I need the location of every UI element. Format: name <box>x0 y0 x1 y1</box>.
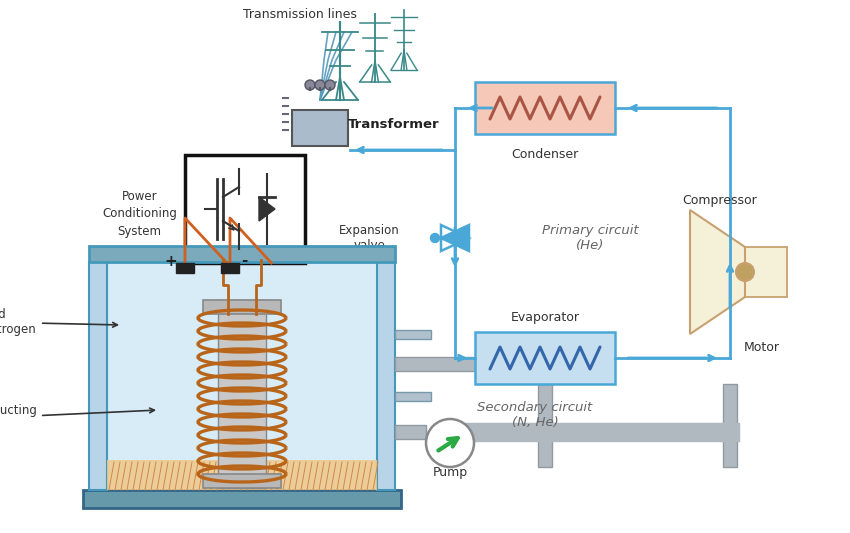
Text: Evaporator: Evaporator <box>511 311 580 325</box>
Polygon shape <box>259 197 275 221</box>
FancyBboxPatch shape <box>538 384 552 467</box>
Polygon shape <box>690 210 745 334</box>
FancyBboxPatch shape <box>221 263 239 273</box>
Circle shape <box>305 80 315 90</box>
FancyBboxPatch shape <box>107 460 377 490</box>
Circle shape <box>325 80 335 90</box>
Text: Secondary circuit
(N, He): Secondary circuit (N, He) <box>478 401 592 429</box>
FancyBboxPatch shape <box>745 247 787 297</box>
Circle shape <box>430 233 439 243</box>
FancyBboxPatch shape <box>395 357 475 371</box>
FancyBboxPatch shape <box>292 110 348 146</box>
FancyBboxPatch shape <box>723 384 737 467</box>
Text: Power
Conditioning
System: Power Conditioning System <box>102 190 177 238</box>
Text: Pump: Pump <box>433 466 468 479</box>
FancyBboxPatch shape <box>89 246 395 262</box>
FancyBboxPatch shape <box>203 474 281 488</box>
FancyBboxPatch shape <box>377 262 395 490</box>
Text: Liquid
Helium/Nitrogen: Liquid Helium/Nitrogen <box>0 308 117 336</box>
Text: Transmission lines: Transmission lines <box>243 8 357 21</box>
FancyBboxPatch shape <box>107 262 377 490</box>
Polygon shape <box>441 225 469 251</box>
Circle shape <box>315 80 325 90</box>
FancyBboxPatch shape <box>218 300 266 488</box>
Circle shape <box>736 263 754 281</box>
FancyBboxPatch shape <box>395 425 426 439</box>
FancyBboxPatch shape <box>176 263 194 273</box>
Polygon shape <box>441 225 469 251</box>
FancyBboxPatch shape <box>89 262 107 490</box>
FancyBboxPatch shape <box>475 82 615 134</box>
Text: Superconducting
coils: Superconducting coils <box>0 404 155 432</box>
Text: -: - <box>241 254 247 269</box>
FancyBboxPatch shape <box>395 392 431 401</box>
Text: Expansion
valve: Expansion valve <box>339 224 400 252</box>
Text: Transformer: Transformer <box>348 117 439 131</box>
FancyBboxPatch shape <box>475 332 615 384</box>
Text: +: + <box>165 254 178 269</box>
Text: Condenser: Condenser <box>512 148 579 160</box>
Circle shape <box>426 419 474 467</box>
FancyBboxPatch shape <box>185 155 305 263</box>
Text: Compressor: Compressor <box>683 194 757 207</box>
FancyBboxPatch shape <box>395 330 431 339</box>
FancyBboxPatch shape <box>83 490 401 508</box>
Text: Primary circuit
(He): Primary circuit (He) <box>541 224 638 252</box>
FancyBboxPatch shape <box>203 300 281 314</box>
Text: Motor: Motor <box>744 341 780 354</box>
